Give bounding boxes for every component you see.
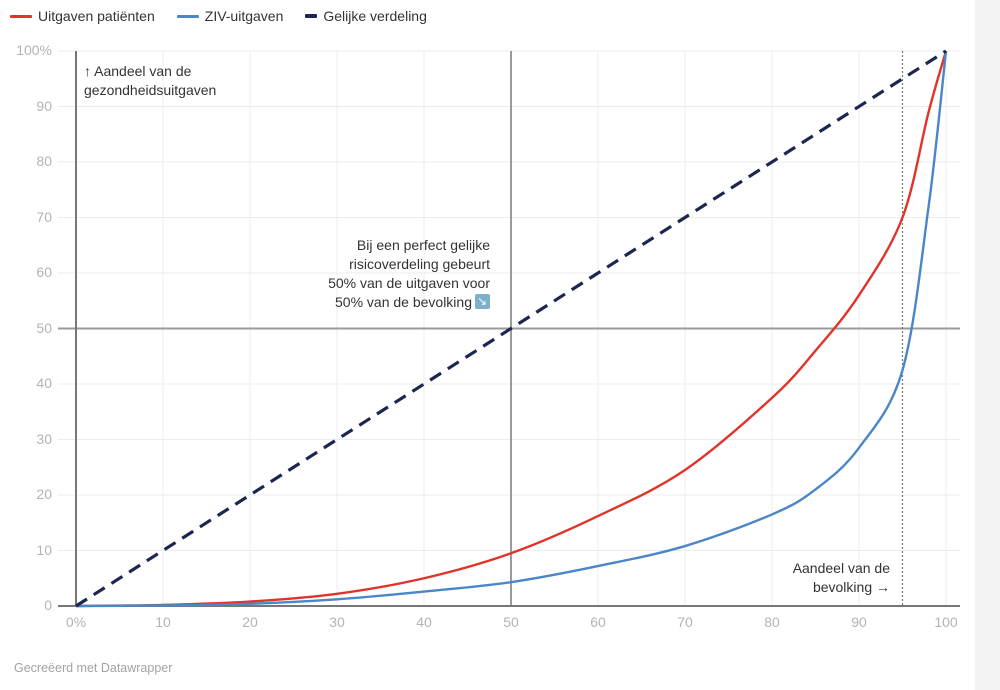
- annotation-line: Bij een perfect gelijke: [356, 237, 490, 253]
- legend-label: Uitgaven patiënten: [38, 8, 155, 24]
- annotation-line: risicoverdeling gebeurt: [349, 256, 490, 272]
- legend-swatch-red: [10, 14, 32, 18]
- y-tick-label: 40: [36, 375, 52, 391]
- x-tick-label: 0%: [65, 614, 87, 630]
- equal-distribution-annotation: Bij een perfect gelijke risicoverdeling …: [270, 236, 490, 312]
- y-axis-annotation: ↑ Aandeel van de gezondheidsuitgaven: [84, 62, 216, 100]
- series-line-1: [75, 50, 948, 608]
- annotation-line: Aandeel van de: [792, 560, 890, 576]
- x-tick-label: 50: [503, 614, 519, 630]
- legend-item-ziv-spending: ZIV-uitgaven: [176, 8, 284, 24]
- x-axis-annotation: Aandeel van de bevolking →: [700, 559, 890, 597]
- right-margin-strip: [975, 0, 1000, 690]
- y-tick-label: 10: [36, 541, 52, 558]
- y-tick-label: 20: [36, 486, 52, 502]
- legend-swatch-dashed: [305, 14, 318, 18]
- y-tick-label: 90: [36, 97, 52, 114]
- chart-legend: Uitgaven patiënten ZIV-uitgaven Gelijke …: [10, 8, 427, 24]
- x-tick-label: 40: [416, 614, 432, 630]
- legend-item-equal-distribution: Gelijke verdeling: [305, 8, 427, 24]
- x-tick-label: 10: [155, 614, 171, 630]
- y-tick-label: 30: [36, 430, 52, 447]
- legend-item-patient-spending: Uitgaven patiënten: [10, 8, 155, 24]
- x-tick-label: 30: [329, 614, 345, 630]
- x-tick-label: 100: [934, 614, 958, 630]
- x-tick-label: 20: [242, 614, 258, 630]
- datawrapper-credit: Gecreëerd met Datawrapper: [14, 661, 173, 675]
- x-tick-label: 80: [764, 614, 780, 630]
- legend-swatch-blue: [176, 14, 199, 18]
- y-tick-label: 50: [36, 319, 52, 336]
- annotation-line: bevolking →: [812, 579, 890, 595]
- y-tick-label: 100%: [16, 42, 52, 58]
- y-tick-label: 60: [36, 264, 52, 280]
- y-tick-label: 0: [44, 597, 52, 613]
- x-tick-label: 90: [851, 614, 867, 630]
- y-tick-label: 70: [36, 208, 52, 225]
- annotation-line: ↑ Aandeel van de: [84, 63, 192, 79]
- arrow-down-right-icon: [475, 292, 490, 311]
- annotation-text: 50% van de bevolking: [335, 294, 472, 310]
- annotation-line: 50% van de uitgaven voor: [328, 275, 490, 291]
- x-tick-label: 70: [677, 614, 693, 630]
- annotation-line: 50% van de bevolking: [270, 292, 490, 312]
- legend-label: ZIV-uitgaven: [204, 8, 284, 24]
- y-tick-label: 80: [36, 153, 52, 169]
- series-line-2: [75, 49, 947, 608]
- series-line-0: [75, 50, 948, 608]
- x-tick-label: 60: [590, 614, 606, 630]
- legend-label: Gelijke verdeling: [323, 8, 427, 24]
- annotation-line: gezondheidsuitgaven: [84, 82, 217, 98]
